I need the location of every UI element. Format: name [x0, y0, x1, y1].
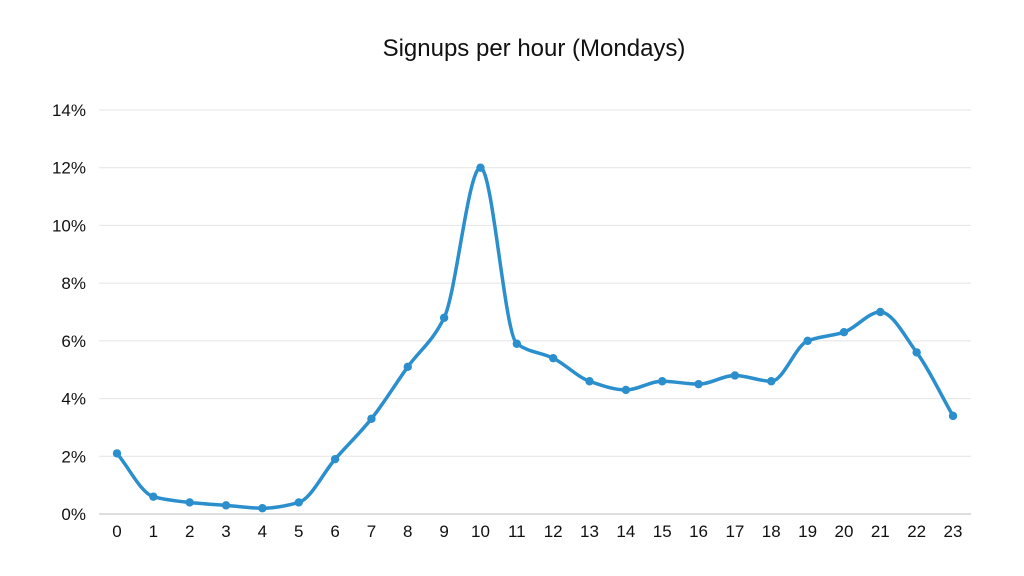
- x-tick-label: 16: [689, 522, 708, 541]
- y-tick-label: 4%: [61, 390, 86, 409]
- x-tick-label: 12: [544, 522, 563, 541]
- data-point: [839, 328, 849, 337]
- data-point: [876, 307, 885, 317]
- data-point: [948, 411, 958, 421]
- x-axis-tick-labels: 0 1 2 3 4 5 6 7 8 9 10 11 12 13 14 15 16 17 18 19 20 21 22 23: [112, 522, 962, 541]
- x-tick-label: 13: [580, 522, 599, 541]
- data-point: [476, 163, 485, 172]
- x-tick-label: 7: [367, 522, 376, 541]
- x-tick-label: 18: [762, 522, 781, 541]
- y-tick-label: 6%: [61, 332, 86, 351]
- data-point: [585, 377, 594, 386]
- data-point: [912, 348, 921, 357]
- chart-title: Signups per hour (Mondays): [383, 35, 686, 62]
- y-tick-label: 0%: [61, 505, 86, 524]
- x-tick-label: 1: [149, 522, 158, 541]
- x-tick-label: 4: [258, 522, 267, 541]
- y-tick-label: 2%: [61, 447, 86, 466]
- data-point: [330, 454, 340, 464]
- data-point: [112, 449, 122, 458]
- x-tick-label: 9: [439, 522, 448, 541]
- y-tick-label: 8%: [61, 274, 86, 293]
- data-point: [658, 377, 667, 386]
- x-tick-label: 23: [944, 522, 963, 541]
- y-tick-label: 12%: [52, 159, 86, 178]
- data-point: [258, 504, 267, 513]
- data-point: [294, 498, 303, 507]
- y-tick-label: 14%: [52, 101, 86, 120]
- x-tick-label: 2: [185, 522, 194, 541]
- data-point: [803, 336, 812, 346]
- series-group: [112, 163, 958, 513]
- data-point: [149, 492, 158, 501]
- x-tick-label: 20: [834, 522, 853, 541]
- x-tick-label: 10: [471, 522, 490, 541]
- data-point: [439, 313, 449, 322]
- x-tick-label: 3: [221, 522, 230, 541]
- x-tick-label: 19: [798, 522, 817, 541]
- y-axis-tick-labels: 0% 2% 4% 6% 8% 10% 12% 14%: [52, 101, 86, 524]
- x-tick-label: 22: [907, 522, 926, 541]
- grid-lines: [99, 109, 971, 457]
- x-tick-label: 6: [330, 522, 339, 541]
- data-point: [403, 362, 412, 372]
- data-point: [694, 379, 703, 389]
- x-tick-label: 14: [616, 522, 635, 541]
- x-tick-label: 15: [653, 522, 672, 541]
- data-point: [221, 501, 231, 510]
- data-point: [512, 339, 522, 348]
- x-tick-label: 17: [725, 522, 744, 541]
- x-tick-label: 11: [508, 522, 526, 541]
- x-tick-label: 0: [112, 522, 121, 541]
- series-line: [115, 165, 955, 510]
- data-point: [548, 353, 558, 363]
- x-tick-label: 21: [871, 522, 890, 541]
- data-point: [730, 371, 740, 380]
- x-tick-label: 5: [294, 522, 303, 541]
- data-point: [185, 498, 194, 507]
- y-tick-label: 10%: [52, 216, 86, 235]
- x-tick-label: 8: [403, 522, 412, 541]
- data-point: [621, 385, 631, 395]
- data-point: [767, 377, 776, 386]
- data-point: [367, 414, 376, 423]
